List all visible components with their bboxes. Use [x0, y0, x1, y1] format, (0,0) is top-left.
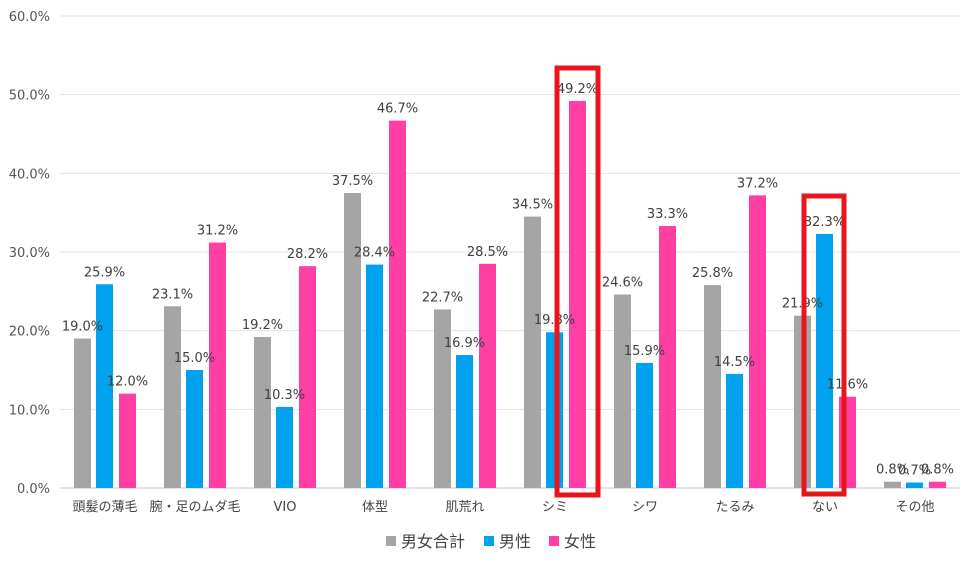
data-label: 25.8% [692, 266, 733, 281]
data-label: 0.7% [898, 463, 931, 478]
data-label: 25.9% [84, 265, 125, 280]
data-label: 49.2% [557, 82, 598, 97]
highlight-box [801, 193, 847, 497]
bar [209, 242, 226, 488]
legend-swatch [484, 536, 494, 546]
bar [816, 233, 833, 488]
data-label: 32.3% [804, 215, 845, 230]
bar [636, 362, 653, 488]
legend-label: 女性 [564, 532, 596, 551]
y-axis-tick-labels: 0.0% 10.0% 20.0% 30.0% 40.0% 50.0% 60.0% [9, 10, 50, 497]
data-label: 11.6% [827, 378, 868, 393]
data-label: 10.3% [264, 388, 305, 403]
legend-swatch [549, 536, 559, 546]
data-label: 28.4% [354, 246, 395, 261]
legend-label: 男性 [499, 532, 531, 551]
x-tick-label: 腕・足のムダ毛 [149, 499, 240, 515]
data-label: 16.9% [444, 336, 485, 351]
bar [74, 338, 91, 488]
bar [524, 216, 541, 488]
data-label: 33.3% [647, 207, 688, 222]
bar [96, 284, 113, 488]
x-tick-label: 体型 [362, 500, 388, 515]
data-label: 14.5% [714, 355, 755, 370]
x-tick-label: シワ [632, 500, 658, 515]
bar [614, 294, 631, 488]
data-label: 12.0% [107, 375, 148, 390]
y-tick-label: 20.0% [9, 325, 50, 340]
bar [254, 336, 271, 488]
bar [276, 406, 293, 488]
highlight-box [554, 65, 601, 498]
bar [569, 100, 586, 489]
bar [389, 120, 406, 489]
data-label: 19.2% [242, 318, 283, 333]
x-tick-label: 頭髪の薄毛 [72, 500, 137, 515]
x-tick-label: たるみ [715, 500, 754, 515]
bar [164, 306, 181, 488]
x-tick-label: 肌荒れ [445, 500, 484, 515]
data-label: 46.7% [377, 102, 418, 117]
data-label: 0.8% [921, 463, 954, 478]
data-label: 37.2% [737, 176, 778, 191]
bar [456, 355, 473, 488]
x-axis-category-labels: 頭髪の薄毛 腕・足のムダ毛 VIO 体型 肌荒れ シミ シワ たるみ ない その他 [72, 499, 934, 515]
bar [186, 370, 203, 488]
x-tick-label: VIO [274, 500, 297, 515]
x-tick-label: シミ [542, 500, 568, 515]
data-label: 37.5% [332, 174, 373, 189]
bar [434, 309, 451, 488]
data-label: 19.0% [62, 320, 103, 335]
data-label: 34.5% [512, 198, 553, 213]
bar [366, 264, 383, 488]
bar [726, 373, 743, 488]
x-tick-label: ない [812, 500, 838, 515]
bar [749, 195, 766, 489]
highlight-boxes [554, 65, 847, 498]
y-tick-label: 30.0% [9, 246, 50, 261]
bar [299, 266, 316, 488]
bar [884, 481, 901, 488]
legend-label: 男女合計 [401, 532, 465, 551]
data-label: 15.9% [624, 344, 665, 359]
bar [906, 482, 923, 488]
legend: 男女合計 男性 女性 [386, 532, 596, 551]
legend-swatch [386, 536, 396, 546]
bar [479, 263, 496, 488]
bar [659, 226, 676, 489]
data-label: 15.0% [174, 351, 215, 366]
y-tick-label: 50.0% [9, 89, 50, 104]
data-label: 22.7% [422, 290, 463, 305]
y-tick-label: 40.0% [9, 167, 50, 182]
y-tick-label: 0.0% [17, 482, 50, 497]
bar [929, 481, 946, 488]
y-tick-label: 10.0% [9, 403, 50, 418]
bar [704, 285, 721, 488]
data-label: 28.5% [467, 245, 508, 260]
data-label: 24.6% [602, 275, 643, 290]
y-tick-label: 60.0% [9, 10, 50, 25]
data-label: 28.2% [287, 247, 328, 262]
x-tick-label: その他 [895, 500, 934, 515]
data-label: 31.2% [197, 224, 238, 239]
bars [74, 100, 946, 489]
data-label: 0.8% [876, 463, 909, 478]
bar [119, 393, 136, 488]
bar [344, 193, 361, 488]
data-labels: 19.0% 23.1% 19.2% 37.5% 22.7% 34.5% 24.6% 25.8%… [62, 82, 954, 479]
data-label: 23.1% [152, 287, 193, 302]
